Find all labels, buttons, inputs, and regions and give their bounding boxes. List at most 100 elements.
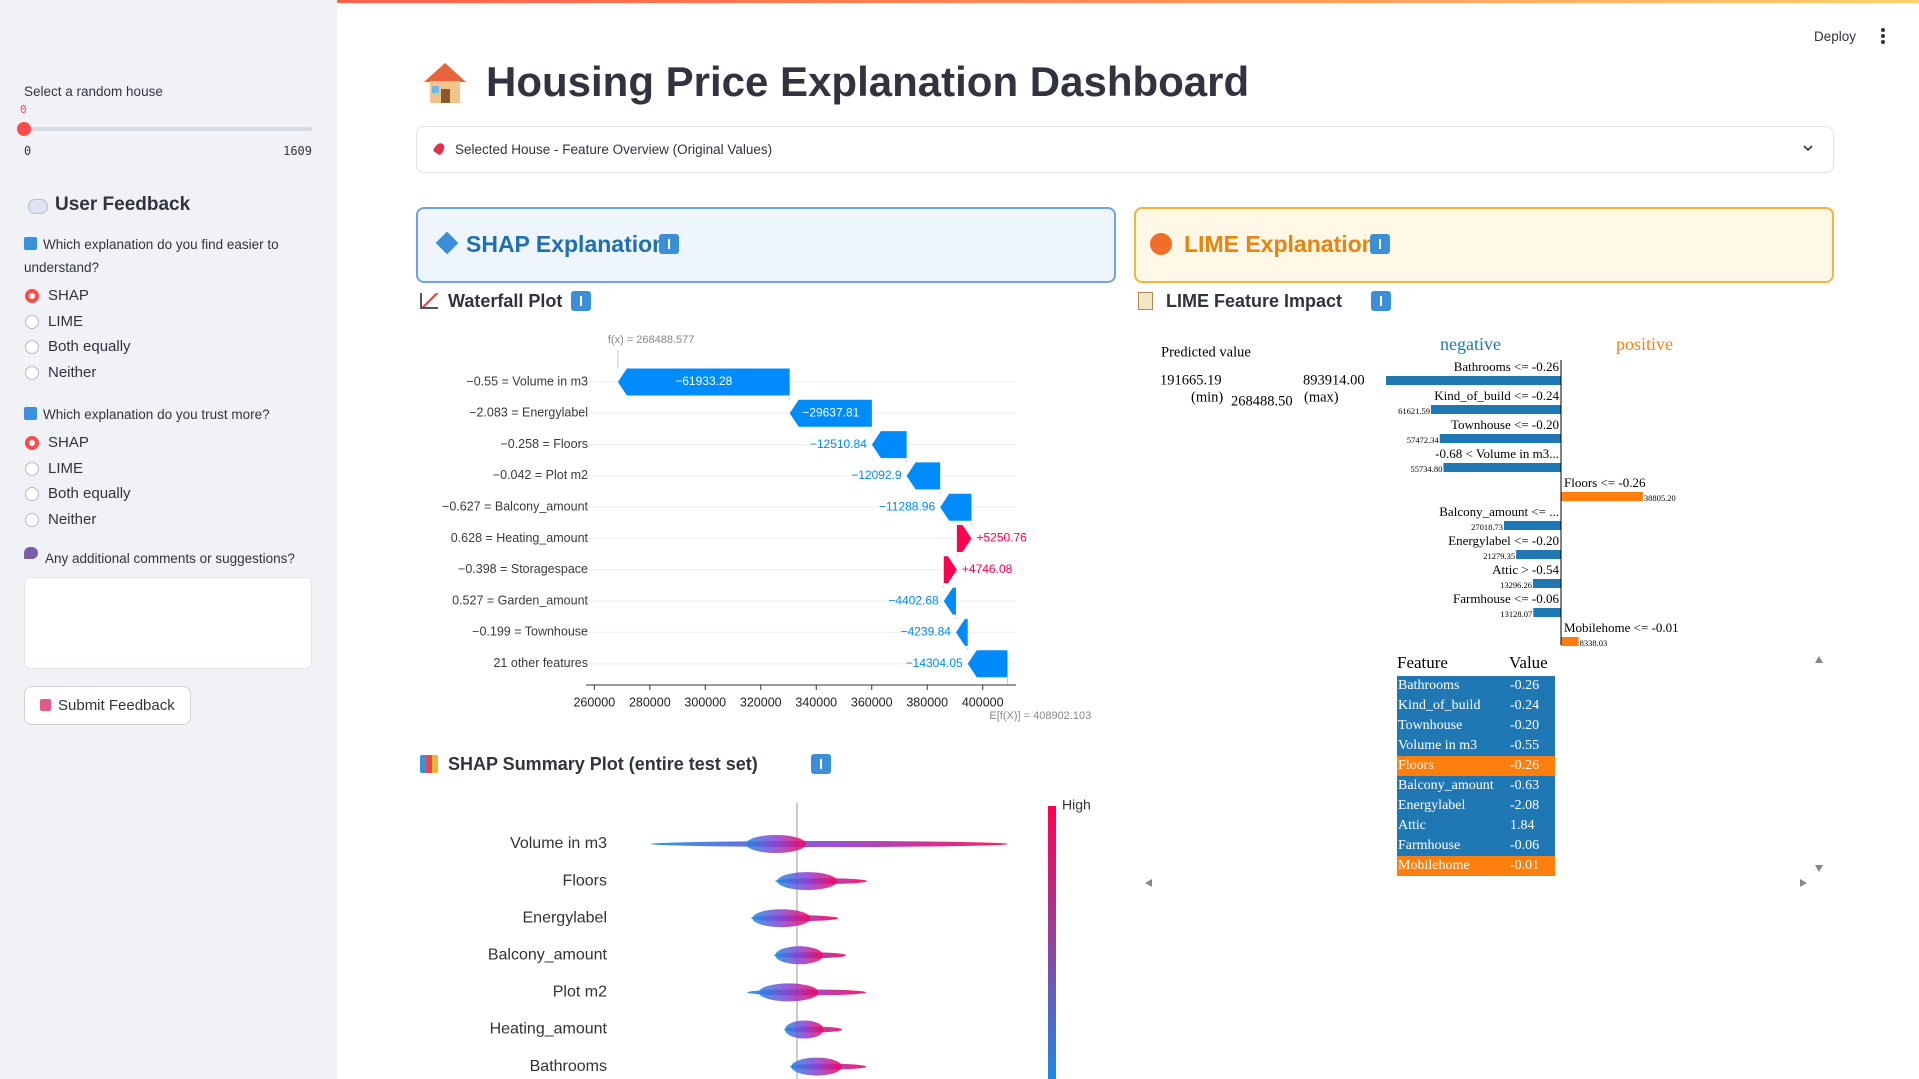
- radio-option[interactable]: SHAP: [48, 287, 89, 304]
- radio-option[interactable]: Neither: [48, 511, 97, 529]
- table-feature: Volume in m3: [1398, 738, 1477, 753]
- summary-feature-label: Balcony_amount: [488, 947, 608, 964]
- comments-textarea[interactable]: [24, 577, 312, 669]
- bar-value-label: −11288.96: [879, 499, 935, 513]
- table-value: -0.26: [1510, 678, 1539, 693]
- lime-value-label: 38805.20: [1644, 493, 1676, 503]
- lime-bar: [1561, 637, 1579, 646]
- table-feature: Attic: [1398, 818, 1426, 833]
- lime-bar: [1439, 434, 1561, 443]
- table-row: [1397, 856, 1555, 876]
- expander-label: Selected House - Feature Overview (Origi…: [455, 142, 773, 157]
- lime-value-label: 57472.34: [1407, 435, 1440, 445]
- summary-feature-label: Energylabel: [523, 909, 608, 926]
- question-text: Which explanation do you trust more?: [43, 407, 270, 422]
- info-icon: [659, 234, 679, 254]
- slider-value: 0: [20, 103, 27, 116]
- lime-header-box: LIME Explanation: [1134, 207, 1834, 283]
- info-icon: [1370, 234, 1390, 254]
- lime-bar: [1532, 579, 1561, 588]
- predicted-value: 268488.50: [1231, 393, 1293, 409]
- table-row: [1397, 816, 1555, 836]
- lime-feature-label: Kind_of_build <= -0.24: [1434, 388, 1559, 403]
- slider-thumb[interactable]: [17, 122, 31, 136]
- table-row: [1397, 716, 1555, 736]
- radio-option[interactable]: SHAP: [48, 434, 89, 451]
- bar-value-label: −4402.68: [888, 593, 939, 607]
- swarm-core: [784, 1020, 824, 1039]
- swarm-tail: [751, 915, 838, 922]
- radio-option[interactable]: Both equally: [48, 485, 131, 503]
- swarm-tail: [790, 1063, 866, 1070]
- lime-header: LIME Explanation: [1184, 231, 1376, 257]
- table-value: -0.63: [1510, 778, 1539, 793]
- radio-button[interactable]: [25, 436, 39, 450]
- predicted-min-label: (min): [1191, 389, 1223, 405]
- colorbar: [1048, 806, 1056, 1079]
- waterfall-bar: [871, 431, 907, 459]
- table-value: -0.06: [1510, 838, 1539, 853]
- summary-feature-label: Floors: [563, 872, 607, 889]
- lime-bar: [1443, 463, 1561, 472]
- lime-bar: [1516, 550, 1561, 559]
- chevron: [1803, 145, 1813, 152]
- radio-button[interactable]: [25, 513, 39, 528]
- radio-option[interactable]: LIME: [48, 312, 84, 330]
- bar-chart-icon: [420, 755, 438, 773]
- expander[interactable]: Selected House - Feature Overview (Origi…: [416, 126, 1834, 173]
- submit-button[interactable]: Submit Feedback: [24, 686, 191, 725]
- feature-label: −2.083 = Energylabel: [469, 406, 588, 420]
- table-feature: Energylabel: [1398, 798, 1465, 813]
- positive-label: positive: [1616, 334, 1673, 354]
- slider-max: 1609: [283, 144, 312, 158]
- predicted-max: 893914.00: [1303, 372, 1365, 388]
- waterfall-title: Waterfall Plot: [448, 291, 563, 311]
- table-row: [1397, 676, 1555, 696]
- table-row: [1397, 836, 1555, 856]
- radio-button[interactable]: [25, 314, 39, 329]
- waterfall-bar: [955, 618, 968, 646]
- radio-button[interactable]: [25, 289, 39, 303]
- radio-button[interactable]: [25, 366, 39, 381]
- table-value: -0.55: [1510, 738, 1539, 753]
- lime-bar: [1533, 608, 1561, 617]
- comments-icon: [24, 547, 38, 559]
- lime-feature-label: Townhouse <= -0.20: [1451, 417, 1559, 432]
- radio-button[interactable]: [25, 487, 39, 502]
- radio-button[interactable]: [25, 340, 39, 355]
- waterfall-bar: [906, 462, 941, 490]
- table-feature: Floors: [1398, 758, 1434, 773]
- scroll-arrow: [1145, 879, 1152, 887]
- radio-option[interactable]: Neither: [48, 364, 97, 382]
- slider-min: 0: [24, 144, 32, 158]
- menu-dot: [1881, 28, 1885, 32]
- table-feature: Townhouse: [1398, 718, 1462, 733]
- menu-button[interactable]: [1881, 28, 1885, 44]
- house-window: [432, 86, 439, 93]
- feedback-title: User Feedback: [55, 194, 191, 215]
- deploy-button[interactable]: Deploy: [1814, 29, 1857, 44]
- slider-label: Select a random house: [24, 84, 163, 99]
- waterfall-bar: [943, 587, 956, 615]
- radio-option[interactable]: Both equally: [48, 338, 131, 356]
- waterfall-bar: [943, 556, 957, 584]
- feature-label: −0.55 = Volume in m3: [466, 374, 588, 388]
- table-feature: Farmhouse: [1398, 838, 1460, 853]
- lime-feature-label: Farmhouse <= -0.06: [1453, 591, 1560, 606]
- scroll-arrow: [1815, 656, 1823, 663]
- table-feature: Mobilehome: [1398, 858, 1470, 873]
- radio-option[interactable]: LIME: [48, 459, 84, 477]
- lime-value-label: 13128.07: [1500, 609, 1532, 619]
- swarm-core: [791, 1057, 842, 1076]
- base-label: E[f(X)] = 408902.103: [989, 710, 1091, 722]
- radio-button[interactable]: [25, 461, 39, 476]
- fx-label: f(x) = 268488.577: [608, 334, 695, 346]
- menu-dot: [1881, 40, 1885, 44]
- lime-value-label: 61621.59: [1398, 406, 1430, 416]
- bar-value-label: −14304.05: [906, 656, 963, 670]
- slider-track[interactable]: [24, 127, 312, 131]
- question: Which explanation do you find easier to …: [24, 233, 304, 279]
- bar-value-label: −4239.84: [901, 625, 952, 639]
